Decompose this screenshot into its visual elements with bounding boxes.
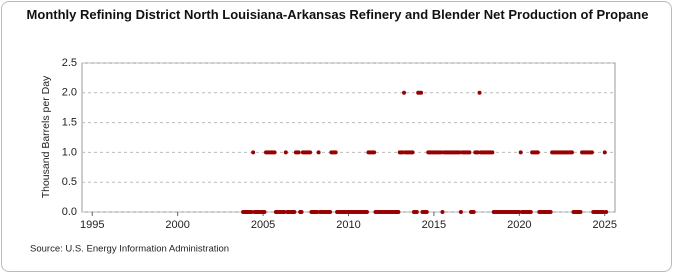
data-point bbox=[475, 150, 480, 155]
data-point bbox=[589, 150, 594, 155]
data-point bbox=[471, 210, 476, 214]
data-point bbox=[316, 150, 321, 155]
data-point bbox=[439, 150, 444, 155]
data-point bbox=[490, 150, 495, 155]
x-tick-label: 2025 bbox=[593, 219, 617, 231]
data-point bbox=[410, 150, 415, 155]
data-point bbox=[364, 210, 369, 214]
data-point bbox=[296, 150, 301, 155]
source: Source: U.S. Energy Information Administ… bbox=[30, 244, 229, 255]
y-tick-label: 0.5 bbox=[62, 176, 77, 188]
data-point bbox=[477, 90, 482, 95]
data-point bbox=[518, 150, 523, 155]
data-point bbox=[251, 150, 256, 155]
chart-title: Monthly Refining District North Louisian… bbox=[26, 7, 649, 22]
data-point bbox=[299, 210, 304, 214]
y-tick-label: 2.0 bbox=[62, 87, 77, 99]
data-point bbox=[249, 210, 254, 214]
data-point bbox=[292, 210, 297, 214]
data-point bbox=[282, 210, 287, 214]
x-tick-label: 2010 bbox=[336, 219, 360, 231]
x-tick-label: 2020 bbox=[507, 219, 531, 231]
data-point bbox=[272, 150, 277, 155]
x-tick-label: 2000 bbox=[165, 219, 189, 231]
data-point bbox=[414, 210, 419, 214]
data-point bbox=[440, 210, 445, 214]
plot-area bbox=[81, 62, 616, 213]
y-axis-label: Thousand Barrels per Day bbox=[40, 75, 52, 198]
data-point bbox=[602, 150, 607, 155]
y-tick-label: 1.5 bbox=[62, 117, 77, 129]
data-point bbox=[457, 150, 462, 155]
data-point bbox=[424, 210, 429, 214]
frame bbox=[1, 1, 672, 272]
x-tick-label: 1995 bbox=[80, 219, 104, 231]
x-tick-label: 2005 bbox=[251, 219, 275, 231]
data-point bbox=[315, 210, 320, 214]
data-point bbox=[419, 90, 424, 95]
data-point bbox=[535, 150, 540, 155]
data-point bbox=[333, 150, 338, 155]
data-point bbox=[262, 210, 267, 214]
data-point bbox=[402, 90, 407, 95]
data-point bbox=[372, 150, 377, 155]
data-point bbox=[400, 150, 405, 155]
data-point bbox=[396, 210, 401, 214]
y-tick-label: 1.0 bbox=[62, 146, 77, 158]
x-tick-label: 2015 bbox=[422, 219, 446, 231]
data-point bbox=[517, 210, 522, 214]
data-point bbox=[528, 210, 533, 214]
data-point bbox=[458, 210, 463, 214]
y-tick-label: 0.0 bbox=[62, 206, 77, 218]
data-point bbox=[604, 210, 609, 214]
data-point bbox=[569, 150, 574, 155]
data-point bbox=[548, 210, 553, 214]
data-point bbox=[467, 150, 472, 155]
data-point bbox=[578, 210, 583, 214]
data-point bbox=[328, 210, 333, 214]
y-tick-label: 2.5 bbox=[62, 57, 77, 69]
data-point bbox=[308, 150, 313, 155]
data-point bbox=[601, 210, 606, 214]
data-point bbox=[283, 150, 288, 155]
